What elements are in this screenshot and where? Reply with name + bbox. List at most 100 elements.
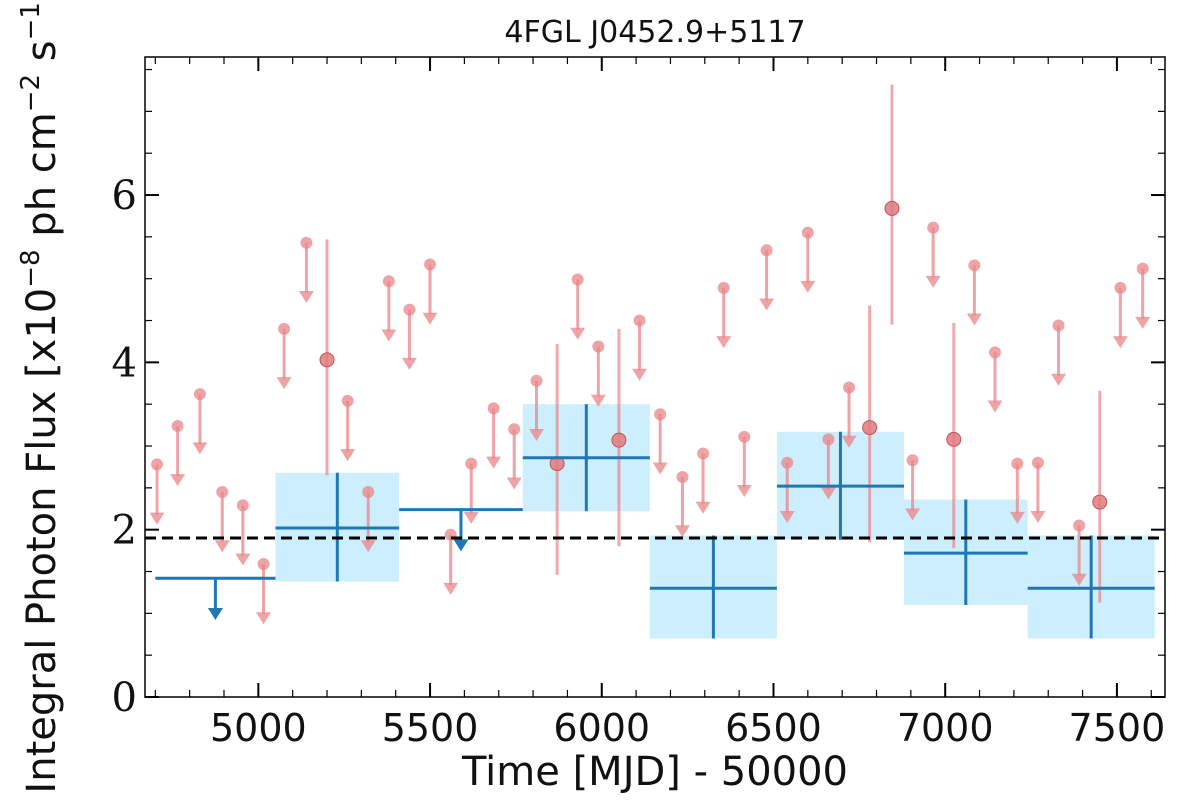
short-bin-ul-point-26: [697, 447, 710, 460]
short-bin-ul-point-41: [1011, 457, 1024, 470]
short-bin-ul-arrow-47: [1135, 316, 1151, 329]
short-bin-ul-point-31: [801, 226, 814, 239]
short-bin-ul-point-17: [508, 423, 521, 436]
short-bin-ul-arrow-15: [463, 511, 479, 524]
short-bin-ul-point-16: [487, 402, 500, 415]
y-axis-label-exp3: −1: [16, 2, 46, 40]
chart-title: 4FGL J0452.9+5117: [504, 15, 805, 50]
short-bin-ul-arrow-12: [401, 357, 417, 370]
y-axis-label: Integral Photon Flux [x10−8 ph cm−2 s−1]: [16, 0, 65, 794]
short-bin-ul-point-44: [1073, 519, 1086, 532]
short-bin-ul-point-6: [278, 322, 291, 335]
short-bin-ul-arrow-20: [570, 327, 586, 340]
short-bin-ul-arrow-27: [716, 336, 732, 349]
long-bin-ul-arrow-2: [453, 539, 469, 552]
x-tick-label-6000: 6000: [553, 706, 650, 750]
x-tick-label-7500: 7500: [1069, 706, 1166, 750]
x-tick-label-5500: 5500: [382, 706, 479, 750]
short-bin-ul-arrow-26: [695, 501, 711, 514]
short-bin-ul-point-46: [1114, 281, 1127, 294]
y-axis-label-end: ]: [19, 0, 65, 2]
short-bin-ul-point-36: [906, 454, 919, 467]
short-bin-ul-point-43: [1052, 319, 1065, 332]
short-bin-ul-arrow-43: [1051, 373, 1067, 386]
short-bin-ul-point-5: [257, 557, 270, 570]
short-bin-ul-arrow-23: [632, 368, 648, 381]
short-bin-ul-arrow-10: [360, 540, 376, 553]
y-tick-label-4: 4: [112, 340, 137, 386]
short-bin-ul-point-28: [738, 430, 751, 443]
short-bin-ul-point-30: [781, 456, 794, 469]
short-bin-ul-arrow-18: [529, 429, 545, 441]
short-bin-ul-arrow-5: [255, 612, 271, 625]
short-bin-ul-point-4: [236, 499, 249, 512]
short-bin-ul-point-1: [171, 419, 184, 432]
short-bin-ul-arrow-17: [506, 477, 522, 490]
y-tick-label-6: 6: [112, 173, 137, 219]
short-bin-point-22: [611, 432, 627, 448]
short-bin-ul-arrow-37: [925, 275, 941, 288]
short-bin-ul-arrow-21: [590, 394, 606, 407]
short-bin-ul-point-15: [465, 457, 478, 470]
error-box-layer: [275, 404, 1155, 639]
short-bin-ul-point-23: [633, 314, 646, 327]
short-bin-ul-arrow-39: [966, 313, 982, 326]
short-bin-ul-point-39: [968, 259, 981, 272]
short-bin-ul-point-40: [989, 346, 1001, 359]
short-bin-ul-arrow-36: [905, 508, 921, 521]
short-bin-ul-arrow-4: [235, 553, 251, 566]
short-bin-ul-arrow-28: [736, 485, 752, 498]
x-tick-label-5000: 5000: [210, 706, 307, 750]
short-bin-point-35: [884, 200, 900, 216]
plot-frame: [144, 56, 1166, 698]
short-bin-ul-point-9: [341, 394, 354, 407]
short-bin-ul-arrow-11: [381, 329, 397, 342]
short-bin-ul-arrow-25: [674, 525, 690, 538]
short-bin-ul-arrow-6: [276, 377, 292, 390]
short-bin-ul-arrow-3: [214, 540, 230, 553]
y-axis-label-mid2: s: [19, 40, 65, 74]
short-bin-ul-point-21: [592, 340, 605, 353]
short-bin-ul-point-3: [216, 486, 229, 499]
short-bin-ul-point-33: [843, 381, 856, 394]
short-bin-point-34: [862, 420, 878, 436]
short-bin-ul-point-7: [300, 236, 313, 249]
y-tick-label-2: 2: [112, 508, 137, 554]
short-bin-point-8: [319, 352, 335, 368]
short-bin-ul-arrow-13: [422, 312, 438, 325]
short-bin-ul-point-32: [822, 433, 835, 446]
short-bin-ul-arrow-29: [759, 298, 775, 311]
short-bin-ul-point-27: [717, 281, 730, 294]
short-bin-ul-point-13: [424, 258, 437, 271]
y-axis-label-mid: ph cm: [19, 112, 65, 249]
short-bin-ul-point-29: [760, 244, 773, 257]
short-bin-ul-point-10: [362, 486, 375, 499]
short-bin-ul-point-37: [927, 221, 940, 234]
short-bin-point-38: [946, 431, 962, 447]
short-bin-ul-arrow-46: [1112, 336, 1128, 349]
short-bin-ul-point-20: [571, 273, 584, 286]
short-bin-ul-point-25: [676, 470, 689, 483]
short-bin-layer: [149, 84, 1151, 625]
short-bin-ul-arrow-42: [1030, 510, 1046, 523]
short-bin-ul-arrow-0: [149, 512, 165, 525]
axes-layer: 5000 5500 6000 6500 7000 7500 0 2 4 6: [112, 56, 1166, 750]
short-bin-ul-arrow-44: [1071, 573, 1087, 586]
short-bin-ul-point-2: [193, 388, 206, 401]
short-bin-ul-point-0: [151, 458, 164, 471]
short-bin-ul-arrow-14: [443, 582, 459, 595]
short-bin-ul-arrow-7: [298, 290, 314, 303]
long-bin-ul-arrow-0: [207, 608, 223, 621]
short-bin-ul-point-24: [654, 408, 667, 421]
long-bin-layer: [155, 404, 1155, 639]
short-bin-ul-arrow-33: [841, 435, 857, 448]
short-bin-ul-point-11: [382, 275, 395, 288]
short-bin-ul-arrow-2: [192, 442, 208, 455]
short-bin-ul-arrow-24: [652, 462, 668, 475]
short-bin-ul-arrow-32: [820, 487, 836, 500]
short-bin-ul-point-42: [1031, 456, 1044, 469]
short-bin-ul-point-12: [403, 303, 416, 316]
y-axis-label-exp2: −2: [16, 74, 46, 112]
